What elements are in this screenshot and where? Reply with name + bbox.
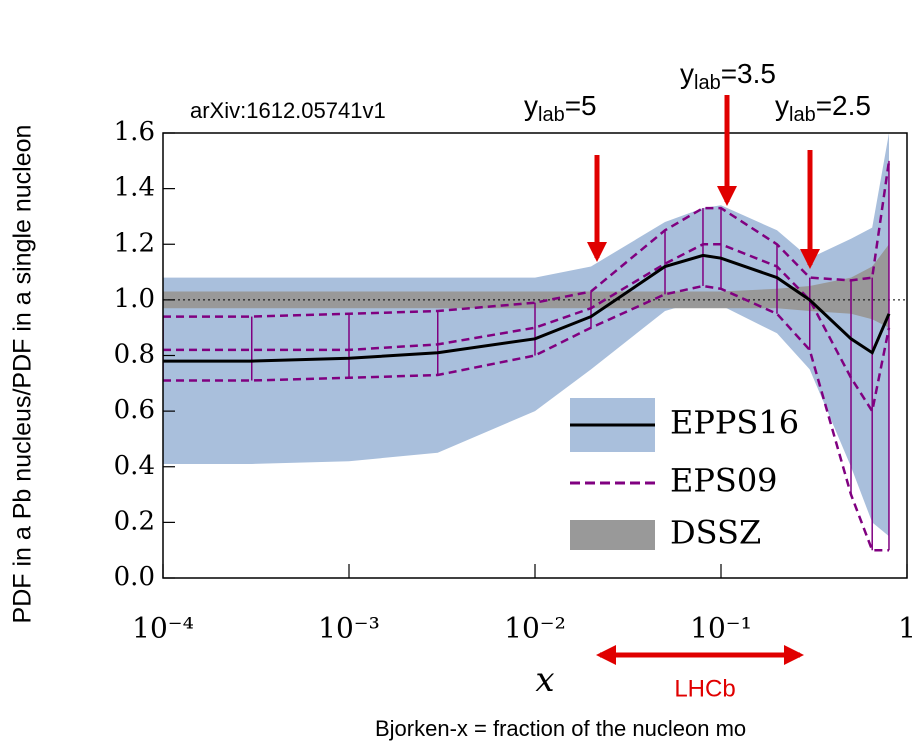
y-tick-label: 0.6 [114, 395, 155, 425]
legend-label: EPPS16 [670, 404, 799, 442]
line [163, 243, 891, 415]
y-tick-label: 0.8 [114, 340, 155, 370]
y-axis-label: PDF in a Pb nucleus/PDF in a single nucl… [9, 125, 37, 624]
annotation-base: y [680, 58, 694, 89]
y-tick-label: 0.2 [114, 506, 155, 536]
annotation-base: y [775, 90, 789, 121]
x-tick-label: 1 [898, 612, 913, 645]
annotation: LHCb [674, 675, 735, 702]
annotation-sub: lab [694, 72, 721, 94]
line [163, 160, 891, 318]
annotation: ylab=5 [524, 90, 597, 126]
legend-label: EPS09 [670, 462, 778, 500]
annotation-base: y [524, 90, 538, 121]
plot-area [163, 133, 907, 552]
x-tick-label: 10⁻³ [318, 612, 380, 645]
line [163, 253, 891, 363]
annotation-rest: =5 [565, 90, 597, 121]
y-tick-label: 1.2 [114, 228, 155, 258]
annotation-rest: =3.5 [721, 58, 776, 89]
x-tick-label: 10⁻⁴ [132, 612, 194, 645]
arrows [587, 95, 820, 269]
y-tick-label: 1.4 [114, 173, 155, 203]
y-tick-label: 1.0 [114, 284, 155, 314]
annotation: Bjorken-x = fraction of the nucleon mo [375, 716, 746, 741]
y-tick-label: 0.0 [114, 562, 155, 592]
y-tick-label: 1.6 [114, 117, 155, 147]
annotation: ylab=3.5 [680, 58, 776, 94]
band [163, 133, 889, 537]
legend-label: DSSZ [670, 514, 761, 552]
annotation-rest: =2.5 [816, 90, 871, 121]
x-tick-label: 10⁻² [504, 612, 566, 645]
x-tick-label: 10⁻¹ [690, 612, 752, 645]
annotation-sub: lab [538, 104, 565, 126]
annotation: ylab=2.5 [775, 90, 871, 126]
annotation-sub: lab [789, 104, 816, 126]
line [163, 284, 889, 552]
legend: EPPS16 EPS09 DSSZ [570, 398, 799, 552]
y-tick-label: 0.4 [114, 451, 155, 481]
annotation: arXiv:1612.05741v1 [190, 98, 386, 123]
x-axis-label: x [535, 660, 554, 700]
legend-swatch [570, 520, 655, 550]
band [163, 244, 889, 328]
